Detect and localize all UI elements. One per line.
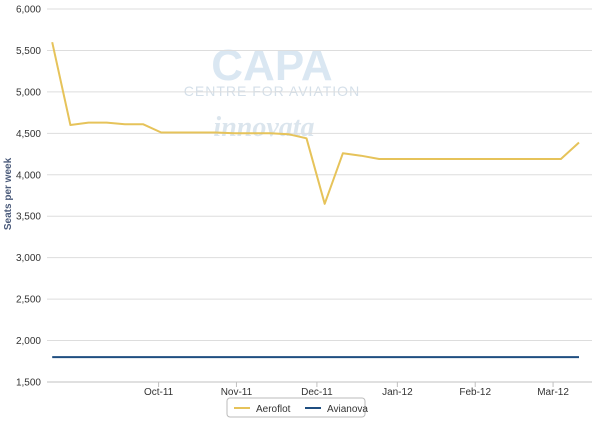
series-layer (51, 41, 580, 359)
legend-box (226, 397, 366, 418)
legend-label-aeroflot: Aeroflot (256, 404, 291, 415)
watermark-partner: innovata (213, 112, 314, 143)
y-tick-label: 4,500 (16, 129, 41, 140)
x-tick-label: Feb-12 (459, 387, 491, 398)
y-tick-label: 5,000 (16, 87, 41, 98)
y-tick-label: 2,000 (16, 336, 41, 347)
watermark: CAPA CENTRE FOR AVIATION innovata (184, 41, 360, 143)
series-line-aeroflot[interactable] (51, 41, 580, 205)
y-tick-label: 6,000 (16, 5, 41, 16)
y-tick-label: 2,500 (16, 295, 41, 306)
x-tick-label: Jan-12 (382, 387, 413, 398)
y-tick-label: 1,500 (16, 378, 41, 389)
x-axis-ticks: Oct-11 Nov-11 Dec-11 Jan-12 Feb-12 Mar-12 (144, 382, 569, 398)
legend-item-aeroflot[interactable]: Aeroflot (234, 404, 291, 415)
gridlines (47, 8, 592, 342)
legend-item-avianova[interactable]: Avianova (305, 404, 368, 415)
y-axis-ticks: 1,500 2,000 2,500 3,000 3,500 4,000 4,500 5,000… (16, 5, 41, 389)
y-tick-label: 5,500 (16, 46, 41, 57)
x-tick-label: Dec-11 (301, 387, 333, 398)
y-tick-label: 3,500 (16, 212, 41, 223)
watermark-brand-subtitle: CENTRE FOR AVIATION (184, 83, 360, 99)
x-tick-label: Mar-12 (537, 387, 569, 398)
y-axis-label: Seats per week (3, 157, 14, 230)
y-tick-label: 4,000 (16, 170, 41, 181)
legend-label-avianova: Avianova (327, 404, 368, 415)
watermark-brand: CAPA (211, 41, 332, 90)
x-tick-label: Nov-11 (221, 387, 253, 398)
y-tick-label: 3,000 (16, 253, 41, 264)
x-tick-label: Oct-11 (144, 387, 174, 398)
legend: Aeroflot Avianova (226, 397, 368, 418)
